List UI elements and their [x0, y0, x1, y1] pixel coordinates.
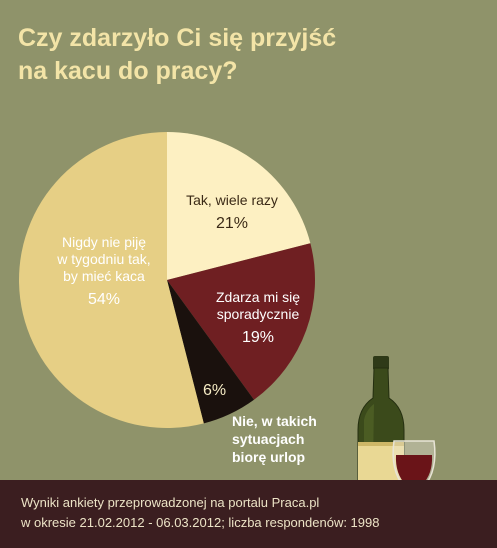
footer-line-1: Wyniki ankiety przeprowadzonej na portal… [21, 495, 320, 510]
pie-slice-never [18, 132, 204, 429]
label-never-percent: 54% [87, 291, 121, 308]
slice-label-many-times: Tak, wiele razy 21% [178, 192, 286, 232]
label-leave-line-1: Nie, w takich [232, 413, 317, 429]
survey-footer: Wyniki ankiety przeprowadzonej na portal… [0, 480, 497, 548]
label-sporadic-line-2: sporadycznie [216, 306, 300, 322]
label-sporadic-line-1: Zdarza mi się [215, 289, 301, 305]
pie-slice-leave [167, 280, 254, 424]
chart-title: Czy zdarzyło Ci się przyjść na kacu do p… [18, 22, 348, 88]
label-sporadic-percent: 19% [241, 329, 275, 346]
label-never-line-3: by mieć kaca [63, 268, 145, 284]
chart-title-line-2: na kacu do pracy? [18, 57, 238, 85]
bottle-cap [373, 356, 389, 370]
slice-label-sporadic: Zdarza mi się sporadycznie 19% [213, 289, 303, 346]
footer-line-2: w okresie 21.02.2012 - 06.03.2012; liczb… [21, 515, 380, 530]
slice-label-leave: Nie, w takich sytuacjach biorę urlop [232, 412, 322, 466]
label-many-percent: 21% [215, 215, 249, 232]
bottle-label-edge [358, 442, 404, 446]
label-leave-line-2: sytuacjach [232, 431, 305, 447]
chart-title-line-1: Czy zdarzyło Ci się przyjść [18, 24, 337, 52]
label-many-line-1: Tak, wiele razy [186, 192, 278, 208]
label-never-line-2: w tygodniu tak, [57, 251, 151, 267]
label-leave-line-3: biorę urlop [232, 449, 306, 465]
label-leave-percent: 6% [203, 382, 227, 399]
label-never-line-1: Nigdy nie piję [61, 234, 147, 250]
slice-label-never: Nigdy nie piję w tygodniu tak, by mieć k… [34, 234, 174, 308]
pie-slice-sporadic [167, 243, 316, 400]
pie-slice-many-times [167, 132, 311, 280]
